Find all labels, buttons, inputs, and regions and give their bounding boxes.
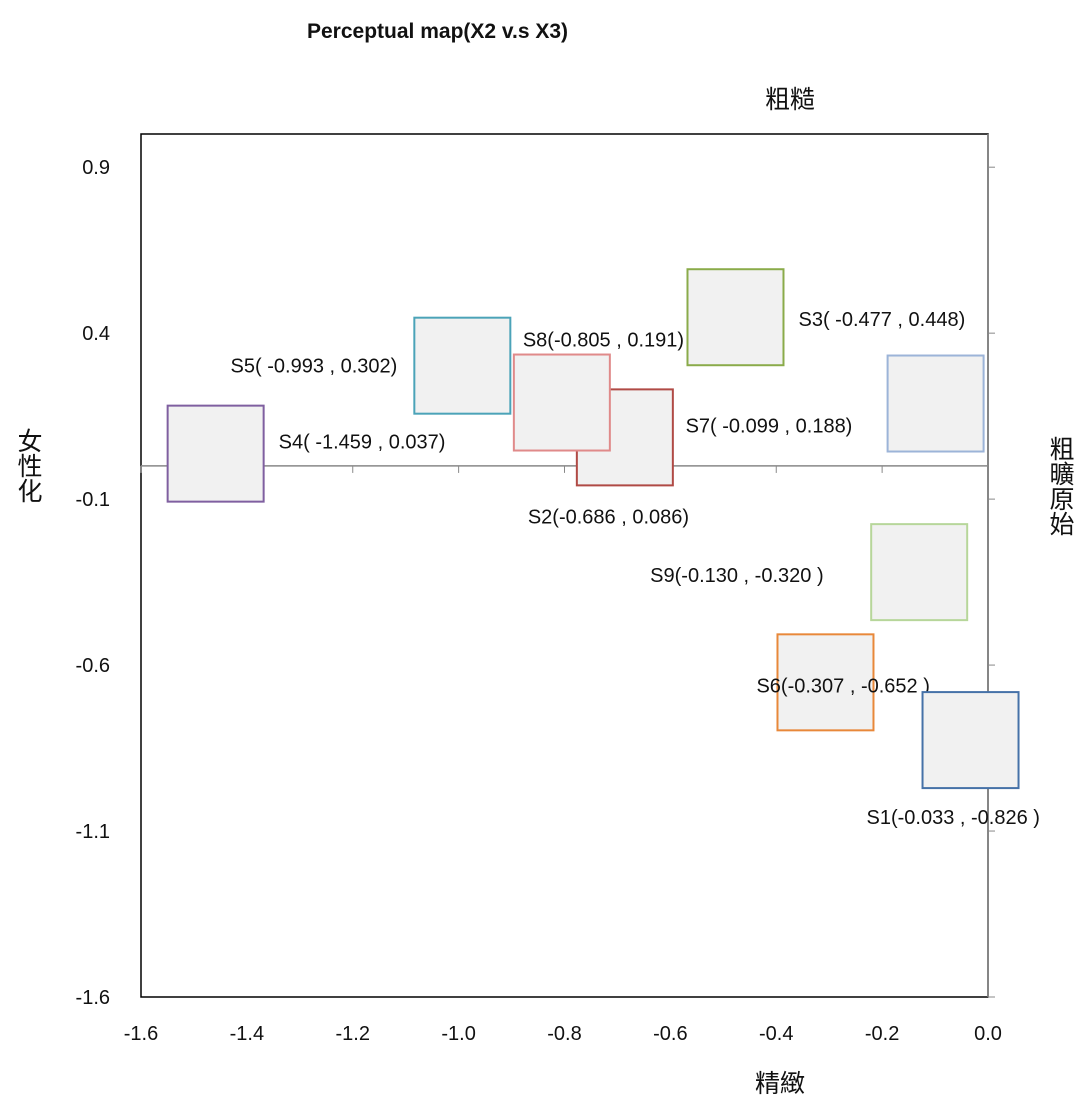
y-tick-label: -1.6 bbox=[76, 987, 110, 1009]
point-label: S1(-0.033 , -0.826 ) bbox=[867, 807, 1040, 829]
x-tick-label: -0.8 bbox=[547, 1023, 581, 1045]
point-label: S4( -1.459 , 0.037) bbox=[279, 432, 446, 454]
y-tick-label: -1.1 bbox=[76, 821, 110, 843]
marker bbox=[686, 268, 785, 367]
x-tick-label: -1.2 bbox=[336, 1023, 370, 1045]
y-tick-label: -0.6 bbox=[76, 655, 110, 677]
marker bbox=[921, 691, 1020, 790]
y-tick-label: 0.9 bbox=[82, 157, 110, 179]
marker bbox=[886, 354, 985, 453]
x-tick-label: -1.6 bbox=[124, 1023, 158, 1045]
point-label: S2(-0.686 , 0.086) bbox=[528, 506, 689, 528]
point-label: S3( -0.477 , 0.448) bbox=[798, 309, 965, 331]
point-label: S9(-0.130 , -0.320 ) bbox=[650, 565, 823, 587]
point-label: S7( -0.099 , 0.188) bbox=[686, 416, 853, 438]
bottom-label: 精緻 bbox=[755, 1070, 805, 1098]
point-label: S8(-0.805 , 0.191) bbox=[523, 330, 684, 352]
marker bbox=[413, 316, 512, 415]
x-tick-label: -0.4 bbox=[759, 1023, 793, 1045]
x-tick-label: 0.0 bbox=[974, 1023, 1002, 1045]
plot-frame bbox=[140, 133, 989, 998]
point-label: S6(-0.307 , -0.652 ) bbox=[756, 675, 929, 697]
marker bbox=[166, 404, 265, 503]
marker bbox=[512, 353, 611, 452]
right-label: 粗曠原始 bbox=[1046, 436, 1075, 536]
marker bbox=[870, 523, 969, 622]
x-tick-label: -0.2 bbox=[865, 1023, 899, 1045]
y-tick-label: -0.1 bbox=[76, 489, 110, 511]
chart-title: Perceptual map(X2 v.s X3) bbox=[307, 20, 568, 43]
x-tick-label: -0.6 bbox=[653, 1023, 687, 1045]
y-tick-label: 0.4 bbox=[82, 323, 110, 345]
x-tick-label: -1.0 bbox=[441, 1023, 475, 1045]
left-label: 女性化 bbox=[14, 428, 43, 503]
point-label: S5( -0.993 , 0.302) bbox=[231, 356, 398, 378]
x-tick-label: -1.4 bbox=[230, 1023, 264, 1045]
marker bbox=[776, 633, 875, 732]
top-label: 粗糙 bbox=[765, 86, 815, 114]
